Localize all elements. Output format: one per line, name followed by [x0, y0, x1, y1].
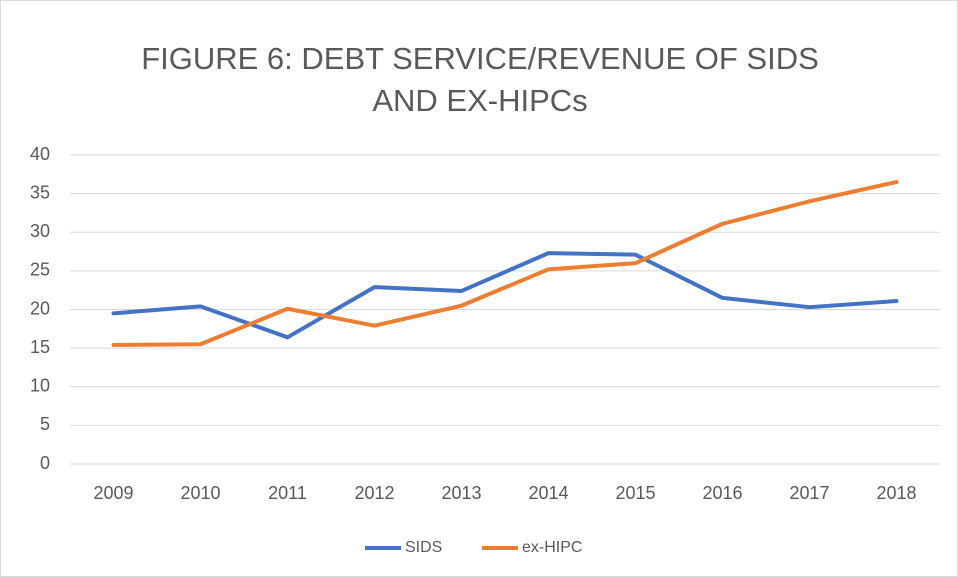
y-tick-label: 25 — [30, 260, 50, 280]
x-tick-label: 2017 — [789, 483, 829, 503]
x-tick-label: 2012 — [354, 483, 394, 503]
x-tick-label: 2018 — [876, 483, 916, 503]
chart-title: FIGURE 6: DEBT SERVICE/REVENUE OF SIDS A… — [141, 41, 819, 118]
x-tick-label: 2011 — [268, 483, 307, 503]
y-tick-label: 5 — [40, 414, 50, 434]
legend-label: SIDS — [405, 539, 442, 556]
y-tick-label: 30 — [30, 221, 50, 241]
y-tick-label: 15 — [30, 337, 50, 357]
x-tick-label: 2009 — [93, 483, 133, 503]
x-tick-label: 2013 — [441, 483, 481, 503]
x-tick-label: 2010 — [180, 483, 220, 503]
data-line — [111, 180, 899, 348]
x-tick-label: 2014 — [528, 483, 568, 503]
x-tick-label: 2015 — [615, 483, 655, 503]
x-tick-label: 2016 — [702, 483, 742, 503]
data-line — [111, 251, 899, 340]
y-tick-label: 40 — [30, 144, 50, 164]
y-tick-label: 35 — [30, 182, 50, 202]
y-tick-label: 0 — [40, 453, 50, 473]
y-tick-label: 10 — [30, 376, 50, 396]
legend-label: ex-HIPC — [522, 539, 582, 556]
y-tick-label: 20 — [30, 298, 50, 318]
